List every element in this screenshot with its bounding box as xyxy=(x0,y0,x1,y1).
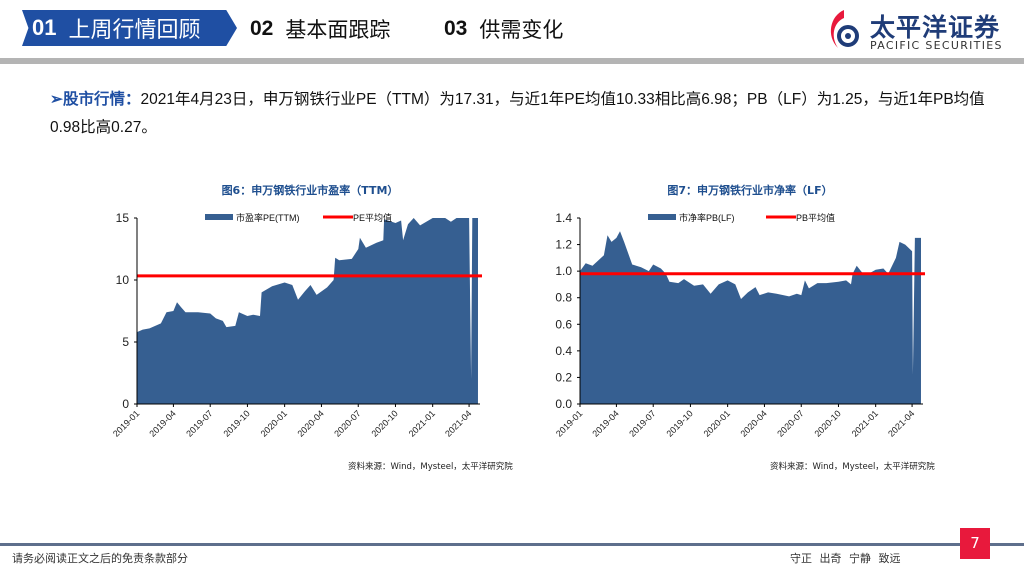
x-tick-label: 2019-01 xyxy=(554,408,584,438)
legend-swatch-area xyxy=(648,214,676,220)
logo-text-cn: 太平洋证券 xyxy=(870,13,1001,42)
x-tick-label: 2021-04 xyxy=(886,408,916,438)
logo-icon xyxy=(830,10,859,48)
footer-divider xyxy=(0,543,1024,546)
x-tick-label: 2020-10 xyxy=(369,408,399,438)
footer-disclaimer: 请务必阅读正文之后的免责条款部分 xyxy=(12,552,188,565)
legend-swatch-area xyxy=(205,214,233,220)
y-tick-label: 1.2 xyxy=(555,238,572,252)
y-tick-label: 10 xyxy=(116,273,130,287)
page-number: 7 xyxy=(960,528,990,559)
y-tick-label: 5 xyxy=(122,335,129,349)
logo: 太平洋证券 PACIFIC SECURITIES xyxy=(824,6,1014,54)
area-series xyxy=(137,218,478,404)
tab-label: 上周行情回顾 xyxy=(68,18,201,43)
chart-source-pe: 资料来源：Wind，Mysteel，太平洋研究院 xyxy=(348,462,513,472)
x-tick-label: 2019-10 xyxy=(221,408,251,438)
tab-weekly-review[interactable]: 01 上周行情回顾 xyxy=(22,10,237,46)
x-tick-label: 2019-07 xyxy=(184,408,214,438)
y-tick-label: 1.4 xyxy=(555,211,572,225)
x-tick-label: 2019-04 xyxy=(590,408,620,438)
x-tick-label: 2019-10 xyxy=(664,408,694,438)
tab-number: 03 xyxy=(444,17,468,40)
logo-text-en: PACIFIC SECURITIES xyxy=(870,39,1003,52)
header-divider xyxy=(0,58,1024,64)
x-tick-label: 2019-07 xyxy=(627,408,657,438)
chart-title-pe: 图6：申万钢铁行业市盈率（TTM） xyxy=(221,184,399,197)
y-tick-label: 0.8 xyxy=(555,291,572,305)
x-tick-label: 2021-01 xyxy=(407,408,437,438)
legend-label-area: 市盈率PE(TTM) xyxy=(236,212,300,223)
x-tick-label: 2020-07 xyxy=(775,408,805,438)
x-tick-label: 2019-01 xyxy=(111,408,141,438)
tab-label: 供需变化 xyxy=(479,18,564,42)
x-tick-label: 2020-01 xyxy=(259,408,289,438)
x-tick-label: 2019-04 xyxy=(147,408,177,438)
summary-key: 股市行情： xyxy=(63,91,141,108)
tab-number: 01 xyxy=(32,15,57,40)
summary-paragraph: ➢股市行情：2021年4月23日，申万钢铁行业PE（TTM）为17.31，与近1… xyxy=(50,86,990,142)
chart-source-pb: 资料来源：Wind，Mysteel，太平洋研究院 xyxy=(770,462,935,472)
bullet-icon: ➢ xyxy=(50,91,63,108)
x-tick-label: 2020-10 xyxy=(812,408,842,438)
y-tick-label: 0.2 xyxy=(555,370,572,384)
chart-title-pb: 图7：申万钢铁行业市净率（LF） xyxy=(667,184,833,197)
legend-label-average: PB平均值 xyxy=(796,212,835,223)
tab-label: 基本面跟踪 xyxy=(285,18,391,42)
x-tick-label: 2021-01 xyxy=(850,408,880,438)
footer-motto: 守正 出奇 宁静 致远 xyxy=(790,552,901,565)
legend-label-area: 市净率PB(LF) xyxy=(679,212,735,223)
x-tick-label: 2020-04 xyxy=(295,408,325,438)
x-tick-label: 2020-01 xyxy=(702,408,732,438)
y-tick-label: 0 xyxy=(122,397,129,411)
x-tick-label: 2021-04 xyxy=(443,408,473,438)
pe-chart: 0 5 10 15 2019-01 2019-04 2019-07 2019-10 2020-0… xyxy=(111,211,482,439)
area-series xyxy=(580,231,921,404)
tab-number: 02 xyxy=(250,17,274,40)
y-tick-label: 0.0 xyxy=(555,397,572,411)
summary-text: 2021年4月23日，申万钢铁行业PE（TTM）为17.31，与近1年PE均值1… xyxy=(50,91,985,136)
legend-label-average: PE平均值 xyxy=(353,212,392,223)
tab-fundamentals[interactable]: 02 基本面跟踪 xyxy=(250,14,390,44)
x-tick-label: 2020-04 xyxy=(738,408,768,438)
x-tick-label: 2020-07 xyxy=(332,408,362,438)
y-tick-label: 0.6 xyxy=(555,317,572,331)
tab-supply-demand[interactable]: 03 供需变化 xyxy=(444,14,563,44)
y-tick-label: 15 xyxy=(116,211,130,225)
y-tick-label: 1.0 xyxy=(555,264,572,278)
y-tick-label: 0.4 xyxy=(555,344,572,358)
